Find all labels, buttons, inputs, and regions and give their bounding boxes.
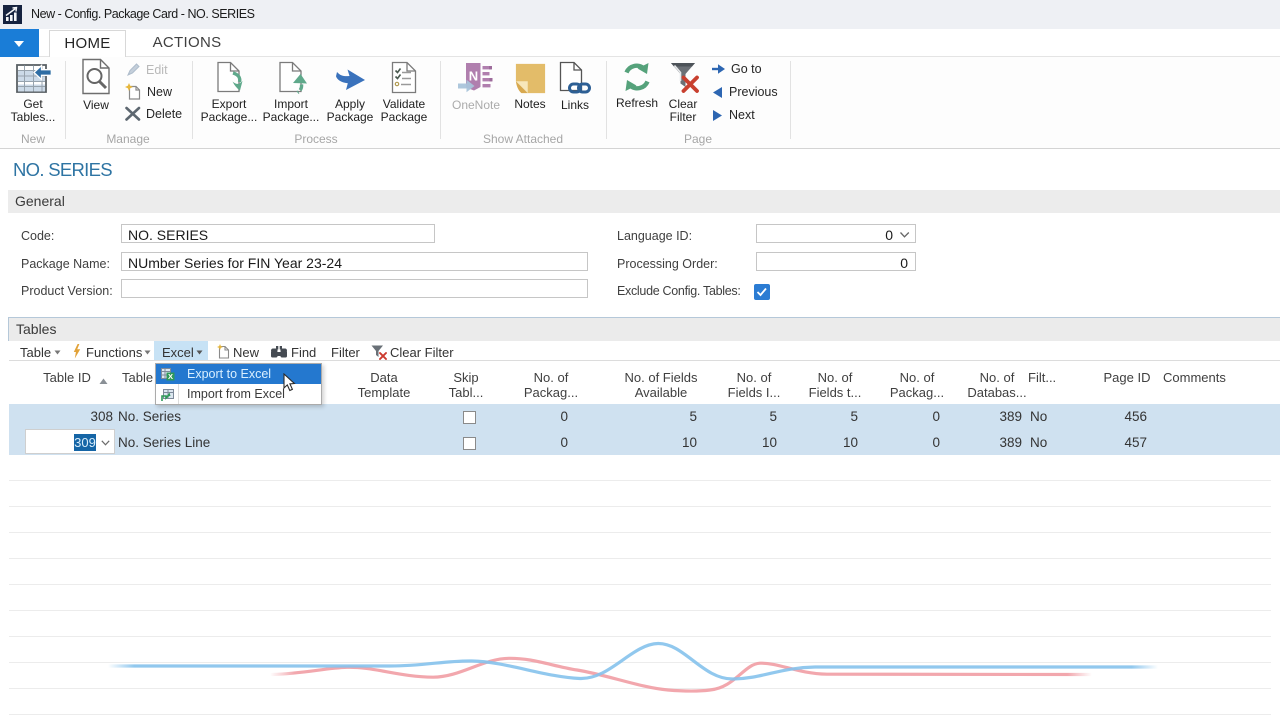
svg-text:N: N bbox=[469, 69, 478, 84]
svg-text:X: X bbox=[168, 372, 173, 381]
